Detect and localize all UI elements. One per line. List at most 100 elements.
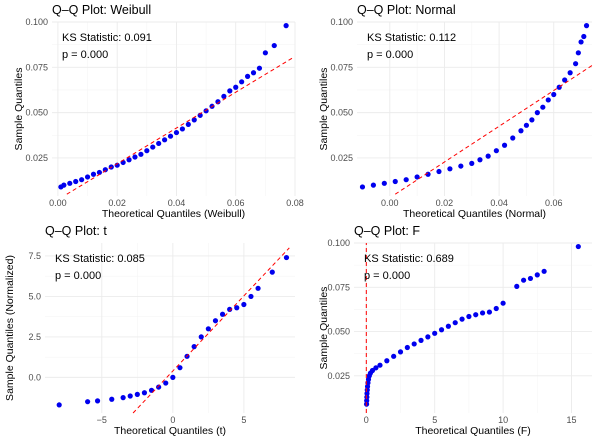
data-point [452, 320, 458, 326]
data-point [156, 140, 162, 147]
plot-title: Q–Q Plot: t [45, 224, 107, 238]
data-point [500, 300, 506, 306]
p-value-label: p = 0.000 [55, 270, 101, 282]
data-point [162, 137, 168, 143]
y-axis-label: Sample Quantiles [318, 68, 330, 151]
data-point [271, 42, 277, 49]
data-point [578, 39, 584, 45]
data-point [227, 88, 233, 94]
data-point [256, 65, 263, 71]
data-point [61, 182, 67, 188]
data-point [458, 163, 464, 169]
data-point [473, 312, 479, 318]
data-point [109, 396, 115, 402]
data-point [262, 50, 268, 56]
panel-weibull: 0.00 0.02 0.04 0.06 0.08 0.025 0.050 0.075 0.100… [13, 3, 304, 220]
data-point [562, 77, 568, 83]
data-point [120, 395, 126, 401]
data-point [134, 391, 140, 397]
data-point [255, 285, 261, 291]
y-tick-label: 0.050 [25, 108, 48, 118]
data-point [85, 399, 91, 405]
data-points [58, 23, 289, 190]
data-point [404, 344, 410, 351]
data-point [514, 283, 520, 289]
data-point [373, 365, 379, 371]
x-axis-label: Theoretical Quantiles (Normal) [403, 208, 546, 220]
data-point [73, 178, 79, 185]
data-point [241, 301, 247, 308]
panel-t: −5 0 5 0.0 2.5 5.0 7.5 Q–Q Plot: t Theoretical Q… [4, 224, 295, 437]
data-point [575, 243, 581, 250]
data-point [283, 254, 290, 261]
data-point [212, 318, 219, 324]
data-point [138, 151, 144, 157]
data-point [132, 154, 138, 160]
x-tick-label: 0.06 [227, 198, 245, 208]
x-tick-label: 0.04 [168, 198, 186, 208]
data-point [485, 153, 491, 159]
data-point [510, 135, 516, 141]
x-tick-label: 15 [566, 415, 576, 425]
panel-normal: 0.00 0.02 0.04 0.06 0.025 0.050 0.075 0.100 Q–Q … [318, 3, 593, 220]
reference-line [66, 57, 293, 195]
y-tick-label: 0.025 [25, 153, 48, 163]
y-tick-label: 0.050 [330, 108, 353, 118]
x-tick-label: 0.00 [381, 198, 399, 208]
data-point [234, 305, 240, 311]
data-point [575, 50, 581, 56]
data-point [397, 349, 404, 355]
x-tick-label: 0.08 [286, 198, 304, 208]
data-point [581, 33, 587, 40]
x-tick-label: 0.00 [49, 198, 67, 208]
data-point [477, 157, 483, 163]
y-tick-label: 0.0 [28, 372, 41, 382]
plot-title: Q–Q Plot: Normal [357, 3, 456, 17]
reference-line [394, 65, 593, 195]
data-point [493, 305, 499, 312]
data-point [384, 358, 390, 364]
gridlines [45, 243, 295, 413]
data-point [150, 144, 156, 150]
data-point [459, 316, 465, 322]
data-point [156, 384, 162, 390]
data-point [436, 168, 442, 175]
x-tick-label: 0 [170, 415, 175, 425]
data-point [425, 171, 431, 177]
plot-title: Q–Q Plot: F [354, 224, 420, 238]
ks-statistic-label: KS Statistic: 0.091 [62, 32, 152, 44]
y-tick-label: 0.025 [330, 153, 353, 163]
p-value-label: p = 0.000 [367, 49, 413, 61]
y-tick-label: 0.025 [327, 371, 350, 381]
data-point [127, 393, 133, 399]
y-axis-label: Sample Quantiles [318, 287, 330, 370]
data-point [283, 23, 289, 29]
data-point [191, 117, 197, 123]
plot-title: Q–Q Plot: Weibull [52, 3, 151, 17]
x-axis-label: Theoretical Quantiles (Weibull) [102, 208, 245, 220]
gridlines [52, 21, 296, 196]
data-point [411, 341, 417, 347]
data-point [370, 182, 376, 188]
data-point [432, 330, 438, 336]
panel-f: 0 5 10 15 0.025 0.050 0.075 0.100 Q–Q Plot: F The… [318, 224, 592, 437]
data-point [541, 268, 547, 274]
data-point [493, 148, 499, 154]
data-point [518, 128, 524, 134]
x-axis-label: Theoretical Quantiles (t) [114, 425, 226, 437]
x-tick-label: 0 [364, 415, 369, 425]
data-point [141, 390, 148, 396]
data-point [377, 362, 383, 368]
data-point [438, 327, 445, 333]
data-point [173, 129, 180, 136]
data-point [215, 99, 221, 105]
data-point [163, 380, 169, 386]
data-point [96, 169, 103, 176]
y-tick-label: 0.075 [330, 62, 353, 72]
y-tick-label: 0.100 [330, 17, 353, 27]
data-points [359, 23, 590, 190]
data-point [67, 180, 73, 186]
y-tick-label: 7.5 [28, 251, 41, 261]
data-point [414, 174, 420, 180]
